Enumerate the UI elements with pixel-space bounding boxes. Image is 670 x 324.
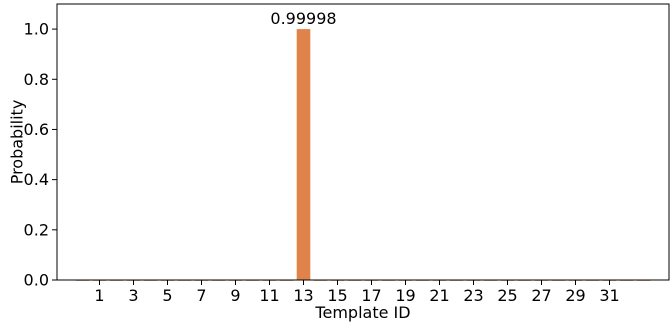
y-tick-label: 0.2 xyxy=(24,220,49,239)
x-tick-label: 17 xyxy=(361,286,381,305)
x-tick-label: 13 xyxy=(293,286,313,305)
x-tick-label: 29 xyxy=(565,286,585,305)
x-tick-label: 5 xyxy=(162,286,172,305)
data-labels-group: 0.99998 xyxy=(270,9,336,28)
data-label: 0.99998 xyxy=(270,9,336,28)
bar-13 xyxy=(296,29,311,280)
x-tick-label: 23 xyxy=(463,286,483,305)
x-tick-label: 9 xyxy=(230,286,240,305)
x-tick-label: 3 xyxy=(128,286,138,305)
axes-group xyxy=(56,3,670,281)
ticks-group: 0.00.20.40.60.81.01 3 5 7 9 11 13 15 17 19 21 23 25 2… xyxy=(24,20,620,305)
x-tick-label: 15 xyxy=(327,286,347,305)
y-tick-label: 0.8 xyxy=(24,70,49,89)
x-tick-label: 7 xyxy=(196,286,206,305)
x-tick-label: 1 xyxy=(94,286,104,305)
y-axis-label: Probability xyxy=(8,100,27,185)
x-tick-label: 27 xyxy=(531,286,551,305)
x-tick-label: 31 xyxy=(599,286,619,305)
x-tick-label: 11 xyxy=(259,286,279,305)
bars-group xyxy=(75,29,651,281)
plot-frame xyxy=(56,3,670,281)
y-tick-label: 0.0 xyxy=(24,271,49,290)
x-tick-label: 25 xyxy=(497,286,517,305)
x-axis-label: Template ID xyxy=(314,303,410,322)
y-tick-label: 1.0 xyxy=(24,20,49,39)
y-tick-label: 0.6 xyxy=(24,120,49,139)
x-tick-label: 19 xyxy=(395,286,415,305)
y-tick-label: 0.4 xyxy=(24,170,49,189)
x-tick-label: 21 xyxy=(429,286,449,305)
